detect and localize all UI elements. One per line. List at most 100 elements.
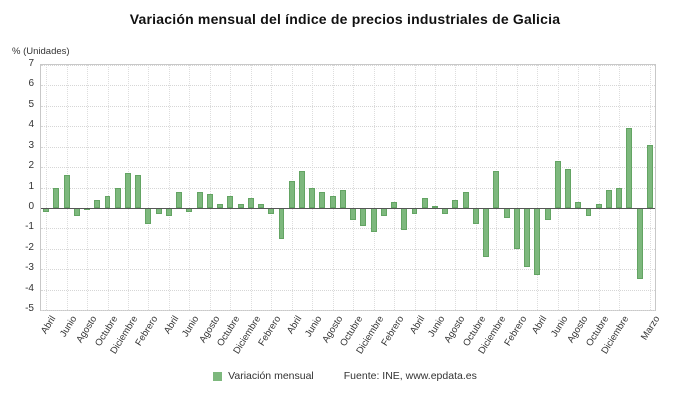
bar (636, 207, 643, 280)
y-tick-label: -5 (25, 303, 34, 314)
v-gridline (87, 65, 89, 310)
bar (73, 207, 80, 217)
y-tick-label: -1 (25, 221, 34, 233)
bar (186, 207, 193, 212)
y-axis-label: % (Unidades) (12, 46, 70, 57)
bar (114, 187, 121, 208)
v-gridline (250, 65, 252, 310)
bar (513, 207, 520, 249)
bar (258, 203, 264, 208)
zero-axis-line (41, 207, 655, 209)
y-tick-label: 1 (28, 180, 34, 192)
h-gridline (41, 289, 655, 291)
bar (421, 197, 428, 208)
bar (462, 191, 469, 208)
v-gridline (148, 65, 150, 310)
bar (626, 128, 633, 208)
x-tick-label: Abril (407, 314, 427, 336)
v-gridline (455, 65, 457, 310)
v-gridline (434, 65, 436, 310)
v-gridline (230, 65, 232, 310)
bar (452, 199, 459, 208)
x-tick-label: Abril (530, 314, 550, 336)
bar (288, 181, 295, 208)
h-gridline (41, 65, 655, 66)
bar (503, 207, 510, 219)
v-gridline (475, 65, 477, 310)
v-gridline (537, 65, 539, 310)
h-gridline (41, 248, 655, 250)
bar (135, 175, 142, 208)
bar (125, 173, 131, 208)
y-tick-label: 2 (28, 160, 34, 172)
bar (411, 207, 418, 215)
legend-label: Variación mensual (228, 370, 314, 382)
bar (534, 207, 541, 276)
bar (176, 191, 183, 208)
bar (104, 195, 111, 208)
bar (380, 207, 387, 217)
v-gridline (394, 65, 396, 310)
bar (63, 175, 70, 208)
bar (227, 195, 234, 208)
h-gridline (41, 85, 655, 87)
bar (493, 171, 500, 208)
bar (319, 191, 326, 208)
bar (554, 160, 561, 208)
bar (237, 203, 244, 208)
bar (155, 207, 162, 215)
y-tick-label: 0 (28, 200, 34, 212)
bar (268, 207, 275, 215)
bar (442, 207, 449, 215)
legend-swatch-icon (213, 371, 223, 381)
h-gridline (41, 187, 655, 189)
bar (206, 193, 213, 208)
bar (53, 187, 60, 208)
bar (165, 207, 172, 217)
bar (329, 195, 336, 208)
bar (145, 207, 152, 225)
bar (432, 205, 438, 208)
y-tick-label: 4 (28, 119, 34, 131)
bar (565, 169, 571, 208)
h-gridline (41, 310, 655, 311)
bar (544, 207, 551, 221)
source-text: Fuente: INE, www.epdata.es (343, 370, 477, 382)
plot-area (40, 64, 656, 311)
v-gridline (373, 65, 375, 310)
legend: Variación mensual Fuente: INE, www.epdat… (0, 370, 690, 382)
v-gridline (353, 65, 355, 310)
y-tick-label: -4 (25, 282, 34, 294)
h-gridline (41, 167, 655, 169)
bar (524, 207, 531, 268)
v-gridline (332, 65, 334, 310)
bar (391, 201, 397, 208)
bar (360, 207, 367, 227)
bar (483, 207, 490, 257)
y-tick-label: 5 (28, 98, 34, 110)
v-gridline (598, 65, 600, 310)
v-gridline (578, 65, 580, 310)
bar (401, 207, 408, 231)
bar (339, 189, 346, 208)
x-tick-label: Abril (284, 314, 305, 336)
bar (196, 191, 203, 208)
bar (278, 207, 285, 239)
v-gridline (271, 65, 273, 310)
h-gridline (41, 228, 655, 230)
y-tick-label: 7 (28, 58, 34, 69)
bar (309, 187, 316, 208)
bar (350, 207, 357, 221)
y-tick-label: -3 (25, 262, 34, 274)
y-tick-label: -2 (25, 241, 34, 253)
bar (370, 207, 377, 233)
bar (605, 189, 612, 208)
v-gridline (414, 65, 416, 310)
bar (217, 203, 224, 208)
bar (84, 207, 90, 210)
bar (43, 207, 50, 212)
bar (94, 199, 101, 208)
bar (595, 203, 602, 208)
bar (646, 144, 653, 208)
